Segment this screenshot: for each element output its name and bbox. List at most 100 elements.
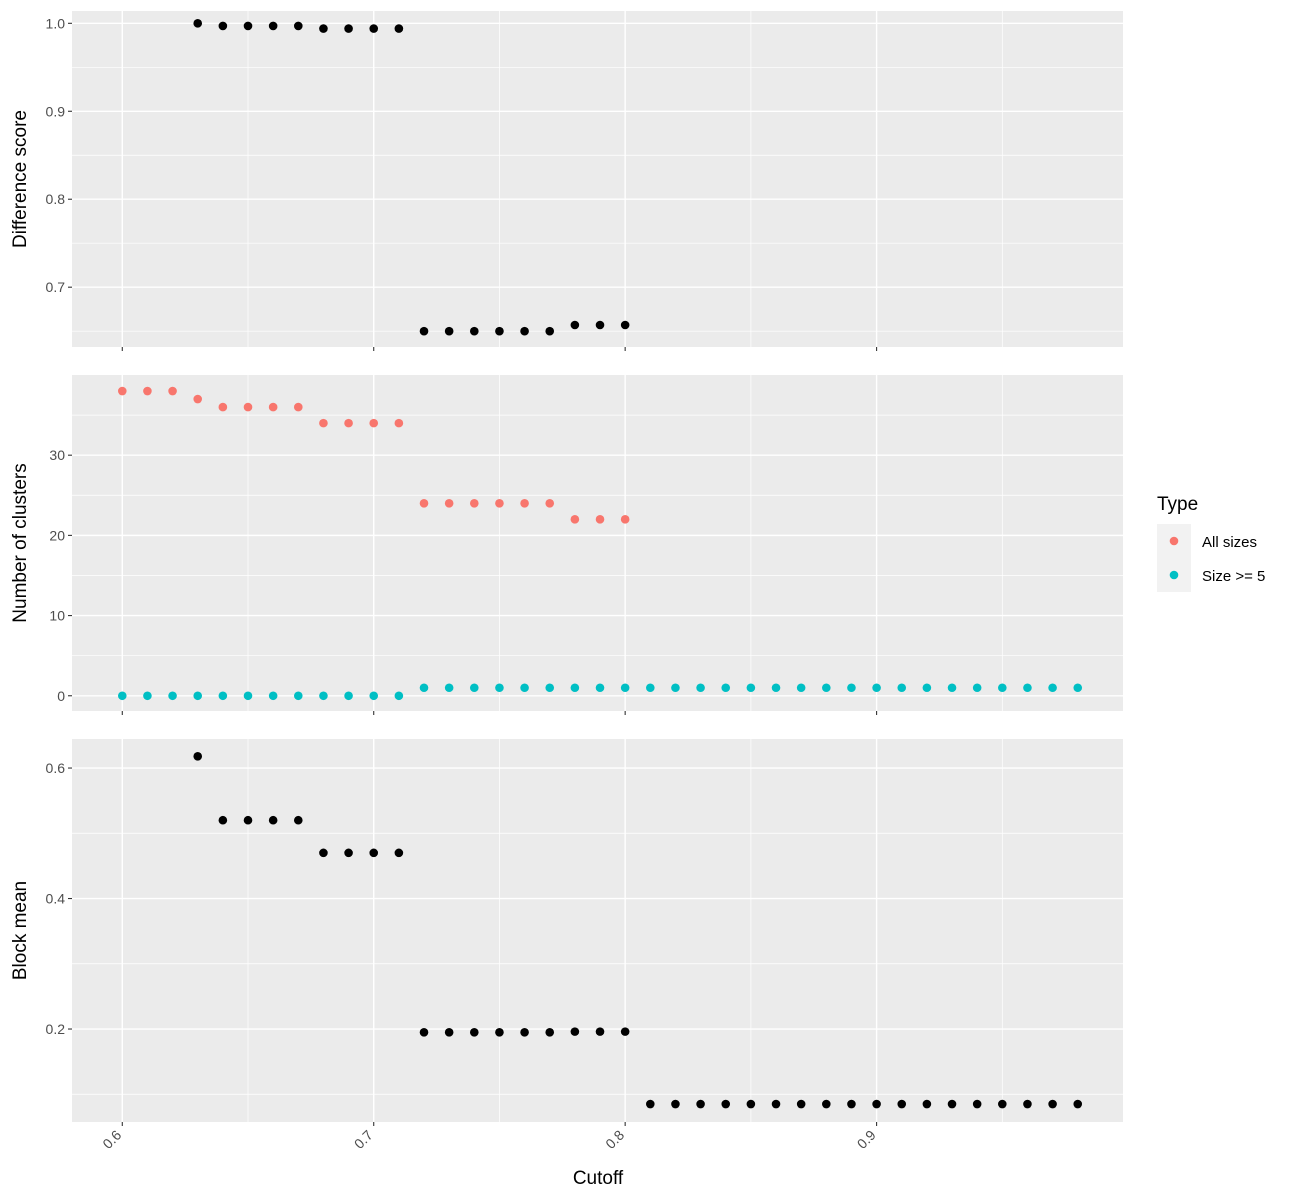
data-point-all-sizes [620, 515, 630, 524]
data-point-all-sizes [369, 418, 379, 428]
data-point-size-5 [193, 691, 203, 701]
data-point-default [1048, 1099, 1057, 1109]
data-point-default [1073, 1099, 1083, 1109]
data-point-size-5 [117, 691, 127, 701]
data-point-all-sizes [394, 418, 404, 428]
data-point-size-5 [771, 683, 781, 693]
legend-key-size-5 [1169, 570, 1179, 580]
y-tick-label: 0.6 [46, 760, 66, 776]
data-point-default [897, 1099, 907, 1109]
data-point-default [419, 326, 429, 336]
data-point-default [495, 326, 504, 336]
data-point-size-5 [872, 683, 881, 693]
data-point-default [620, 320, 630, 330]
data-point-default [1023, 1099, 1032, 1109]
data-point-default [872, 1099, 881, 1109]
data-point-default [394, 848, 404, 858]
data-point-all-sizes [243, 402, 253, 412]
data-point-default [193, 751, 203, 761]
y-tick-label: 0.8 [46, 191, 66, 207]
data-point-size-5 [268, 691, 278, 701]
data-point-default [822, 1099, 831, 1109]
data-point-all-sizes [344, 418, 353, 428]
data-point-size-5 [218, 691, 228, 701]
data-point-default [344, 24, 353, 33]
data-point-default [419, 1027, 429, 1037]
data-point-default [847, 1099, 856, 1109]
data-point-default [746, 1099, 756, 1109]
x-axis-title: Cutoff [573, 1168, 624, 1189]
legend-title: Type [1157, 494, 1198, 515]
data-point-default [469, 326, 479, 336]
data-point-size-5 [796, 683, 806, 693]
legend-label-all-sizes: All sizes [1202, 534, 1257, 551]
data-point-default [595, 320, 605, 330]
data-point-default [545, 326, 555, 336]
data-point-size-5 [545, 683, 555, 693]
data-point-default [520, 326, 529, 336]
y-tick-label: 1.0 [46, 15, 66, 31]
data-point-default [796, 1099, 806, 1109]
data-point-size-5 [620, 683, 630, 693]
data-point-all-sizes [168, 386, 177, 396]
x-tick-label: 0.8 [602, 1127, 627, 1152]
data-point-size-5 [469, 683, 479, 693]
panel-bottom: 0.2 0.4 0.6 0.6 0.7 0.8 0.9 Block mean [10, 739, 1123, 1152]
data-point-all-sizes [293, 402, 303, 412]
data-point-default [570, 320, 580, 330]
legend: Type All sizes Size >= 5 [1157, 494, 1265, 592]
data-point-size-5 [369, 691, 379, 701]
data-point-default [469, 1027, 479, 1037]
data-point-default [595, 1027, 605, 1036]
data-point-size-5 [319, 691, 328, 701]
data-point-default [972, 1099, 982, 1109]
data-point-size-5 [168, 691, 177, 701]
data-point-size-5 [394, 691, 404, 701]
data-point-default [721, 1099, 731, 1109]
legend-label-size-5: Size >= 5 [1202, 568, 1265, 585]
data-point-size-5 [143, 691, 152, 701]
data-point-default [268, 815, 278, 825]
y-axis-title: Difference score [10, 110, 31, 248]
data-point-default [922, 1099, 932, 1109]
data-point-default [947, 1099, 957, 1109]
data-point-all-sizes [218, 402, 228, 412]
data-point-size-5 [897, 683, 907, 693]
data-point-default [444, 326, 454, 336]
x-tick-label: 0.7 [351, 1127, 376, 1152]
data-point-size-5 [1048, 683, 1057, 693]
x-tick-label: 0.9 [854, 1127, 879, 1152]
data-point-size-5 [922, 683, 932, 693]
y-axis-title: Number of clusters [10, 463, 31, 622]
data-point-all-sizes [595, 515, 605, 524]
data-point-all-sizes [419, 499, 429, 508]
panel-middle: 0 10 20 30 Number of clusters [10, 375, 1123, 715]
y-axis-title: Block mean [10, 881, 31, 980]
data-point-default [293, 21, 303, 31]
data-point-default [998, 1099, 1007, 1109]
y-tick-label: 30 [49, 447, 65, 463]
data-point-default [620, 1027, 630, 1036]
data-point-default [268, 21, 278, 31]
data-point-default [193, 19, 203, 28]
data-point-all-sizes [143, 386, 152, 396]
y-tick-label: 0 [57, 688, 65, 704]
data-point-size-5 [696, 683, 705, 693]
data-point-all-sizes [268, 402, 278, 412]
data-point-default [369, 24, 379, 33]
data-point-default [520, 1027, 529, 1037]
data-point-default [369, 848, 379, 858]
y-tick-label: 10 [49, 608, 65, 624]
y-tick-label: 20 [49, 527, 65, 543]
data-point-size-5 [972, 683, 982, 693]
data-point-size-5 [646, 683, 655, 693]
legend-key-all-sizes [1169, 536, 1179, 546]
data-point-default [243, 815, 253, 825]
data-point-size-5 [721, 683, 731, 693]
data-point-size-5 [444, 683, 454, 693]
data-point-size-5 [293, 691, 303, 701]
data-point-all-sizes [495, 499, 504, 508]
data-point-default [293, 815, 303, 825]
data-point-size-5 [998, 683, 1007, 693]
